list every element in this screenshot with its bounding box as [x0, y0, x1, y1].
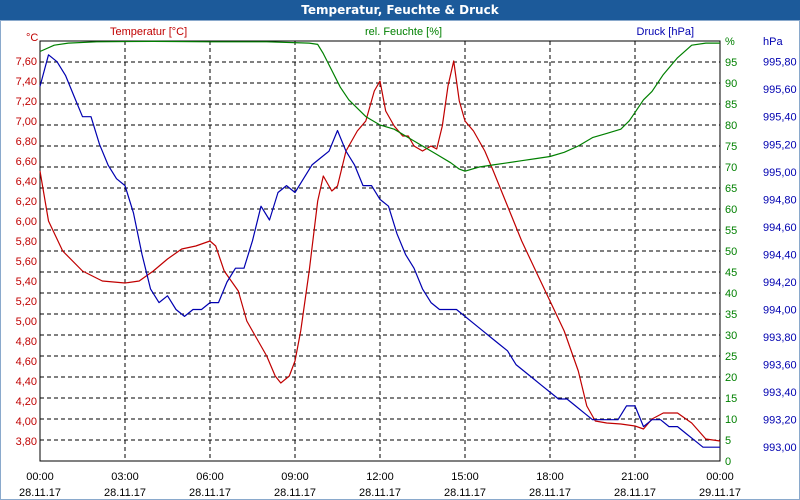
humidity-tick-label: 25 — [725, 351, 737, 363]
humidity-tick-label: 65 — [725, 183, 737, 195]
temp-tick-label: 7,40 — [16, 76, 37, 88]
x-date-label: 28.11.17 — [444, 487, 486, 499]
humidity-tick-label: 5 — [725, 435, 731, 447]
x-date-label: 28.11.17 — [274, 487, 316, 499]
temp-unit-label: °C — [26, 32, 38, 44]
x-date-label: 28.11.17 — [359, 487, 401, 499]
x-date-label: 29.11.17 — [699, 487, 741, 499]
humidity-unit-label: % — [725, 36, 735, 48]
pressure-tick-label: 993,20 — [763, 415, 797, 427]
temp-tick-label: 6,00 — [16, 216, 37, 228]
x-time-label: 15:00 — [451, 471, 479, 483]
temp-tick-label: 7,00 — [16, 116, 37, 128]
pressure-tick-label: 994,40 — [763, 249, 797, 261]
x-date-label: 28.11.17 — [614, 487, 656, 499]
series-line-left — [39, 60, 721, 442]
pressure-tick-label: 994,20 — [763, 277, 797, 289]
x-date-label: 28.11.17 — [19, 487, 61, 499]
humidity-tick-label: 80 — [725, 120, 737, 132]
x-time-label: 06:00 — [196, 471, 224, 483]
humidity-tick-label: 70 — [725, 162, 737, 174]
weather-chart: 3,80 4,00 4,20 4,40 4,60 4,80 5,00 5,20 5,40 5,60… — [16, 26, 797, 499]
temp-tick-label: 4,60 — [16, 356, 37, 368]
x-time-label: 12:00 — [366, 471, 394, 483]
humidity-tick-label: 85 — [725, 99, 737, 111]
x-time-label: 21:00 — [621, 471, 649, 483]
humidity-tick-label: 50 — [725, 246, 737, 258]
temp-tick-label: 3,80 — [16, 436, 37, 448]
x-date-label: 28.11.17 — [529, 487, 571, 499]
pressure-tick-label: 994,80 — [763, 194, 797, 206]
x-time-label: 18:00 — [536, 471, 564, 483]
humidity-tick-label: 0 — [725, 456, 731, 468]
temp-axis-title: Temperatur [°C] — [110, 26, 187, 38]
humidity-tick-label: 30 — [725, 330, 737, 342]
temp-tick-label: 5,20 — [16, 296, 37, 308]
temp-tick-label: 6,60 — [16, 156, 37, 168]
pressure-tick-label: 993,40 — [763, 387, 797, 399]
temp-tick-label: 4,00 — [16, 416, 37, 428]
humidity-tick-label: 40 — [725, 288, 737, 300]
pressure-tick-label: 995,40 — [763, 112, 797, 124]
humidity-tick-label: 75 — [725, 141, 737, 153]
x-time-label: 03:00 — [111, 471, 139, 483]
pressure-unit-label: hPa — [763, 36, 783, 48]
pressure-tick-label: 995,80 — [763, 57, 797, 69]
humidity-tick-label: 90 — [725, 78, 737, 90]
pressure-axis-title: Druck [hPa] — [637, 26, 694, 38]
chart-title: Temperatur, Feuchte & Druck — [301, 3, 499, 17]
title-bar: Temperatur, Feuchte & Druck — [0, 0, 800, 21]
series-line-middle — [39, 40, 720, 172]
pressure-tick-label: 993,60 — [763, 360, 797, 372]
temp-tick-label: 5,40 — [16, 276, 37, 288]
x-time-label: 00:00 — [26, 471, 54, 483]
humidity-tick-label: 35 — [725, 309, 737, 321]
humidity-tick-label: 95 — [725, 57, 737, 69]
pressure-tick-label: 994,60 — [763, 222, 797, 234]
temp-tick-label: 5,80 — [16, 236, 37, 248]
x-date-label: 28.11.17 — [189, 487, 231, 499]
pressure-tick-label: 995,60 — [763, 84, 797, 96]
temp-tick-label: 4,80 — [16, 336, 37, 348]
x-date-label: 28.11.17 — [104, 487, 146, 499]
humidity-tick-label: 20 — [725, 372, 737, 384]
temp-tick-label: 5,00 — [16, 316, 37, 328]
temp-tick-label: 6,20 — [16, 196, 37, 208]
pressure-tick-label: 995,20 — [763, 139, 797, 151]
temp-tick-label: 4,20 — [16, 396, 37, 408]
series-line-right — [39, 54, 720, 448]
temp-tick-label: 5,60 — [16, 256, 37, 268]
humidity-tick-label: 10 — [725, 414, 737, 426]
plot-border — [39, 40, 721, 462]
temp-tick-label: 7,20 — [16, 96, 37, 108]
humidity-tick-label: 15 — [725, 393, 737, 405]
temp-tick-label: 6,80 — [16, 136, 37, 148]
pressure-tick-label: 994,00 — [763, 305, 797, 317]
pressure-tick-label: 995,00 — [763, 167, 797, 179]
humidity-tick-label: 55 — [725, 225, 737, 237]
x-time-label: 00:00 — [706, 471, 734, 483]
humidity-tick-label: 60 — [725, 204, 737, 216]
temp-tick-label: 6,40 — [16, 176, 37, 188]
humidity-axis-title: rel. Feuchte [%] — [365, 26, 442, 38]
temp-tick-label: 7,60 — [16, 56, 37, 68]
pressure-tick-label: 993,80 — [763, 332, 797, 344]
temp-tick-label: 4,40 — [16, 376, 37, 388]
humidity-tick-label: 45 — [725, 267, 737, 279]
x-time-label: 09:00 — [281, 471, 309, 483]
pressure-tick-label: 993,00 — [763, 442, 797, 454]
